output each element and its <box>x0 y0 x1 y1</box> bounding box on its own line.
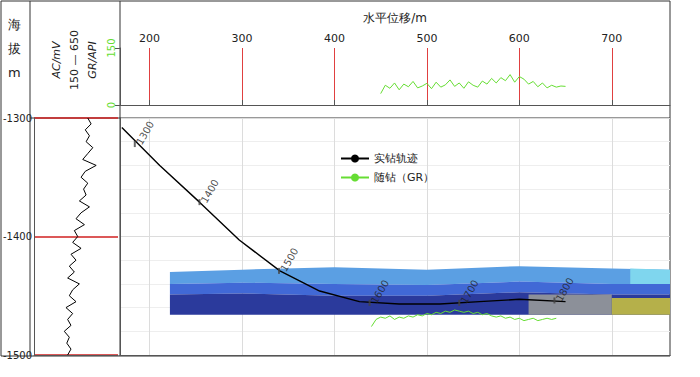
svg-text:1500: 1500 <box>278 246 300 274</box>
svg-text:1600: 1600 <box>369 278 391 306</box>
svg-text:随钻（GR）: 随钻（GR） <box>374 171 434 184</box>
svg-text:150 — 650: 150 — 650 <box>68 30 81 90</box>
svg-text:水平位移/m: 水平位移/m <box>363 11 427 25</box>
svg-text:实钻轨迹: 实钻轨迹 <box>374 152 418 165</box>
svg-text:400: 400 <box>324 32 345 45</box>
svg-text:AC/mV: AC/mV <box>50 40 63 80</box>
svg-text:-1500: -1500 <box>3 350 32 361</box>
svg-text:1700: 1700 <box>458 278 480 306</box>
svg-text:1800: 1800 <box>554 276 576 304</box>
svg-text:700: 700 <box>601 32 622 45</box>
svg-text:-1300: -1300 <box>3 113 32 124</box>
svg-text:500: 500 <box>416 32 437 45</box>
svg-text:1300: 1300 <box>134 119 156 147</box>
svg-text:0: 0 <box>106 102 117 108</box>
svg-text:-1400: -1400 <box>3 231 32 242</box>
svg-text:200: 200 <box>139 32 160 45</box>
svg-text:600: 600 <box>509 32 530 45</box>
svg-text:海: 海 <box>8 17 21 32</box>
svg-text:GR/API: GR/API <box>86 41 99 78</box>
svg-text:m: m <box>8 65 21 80</box>
svg-text:拔: 拔 <box>8 41 21 56</box>
svg-text:1400: 1400 <box>199 177 221 205</box>
svg-text:300: 300 <box>232 32 253 45</box>
svg-text:150: 150 <box>106 38 117 57</box>
